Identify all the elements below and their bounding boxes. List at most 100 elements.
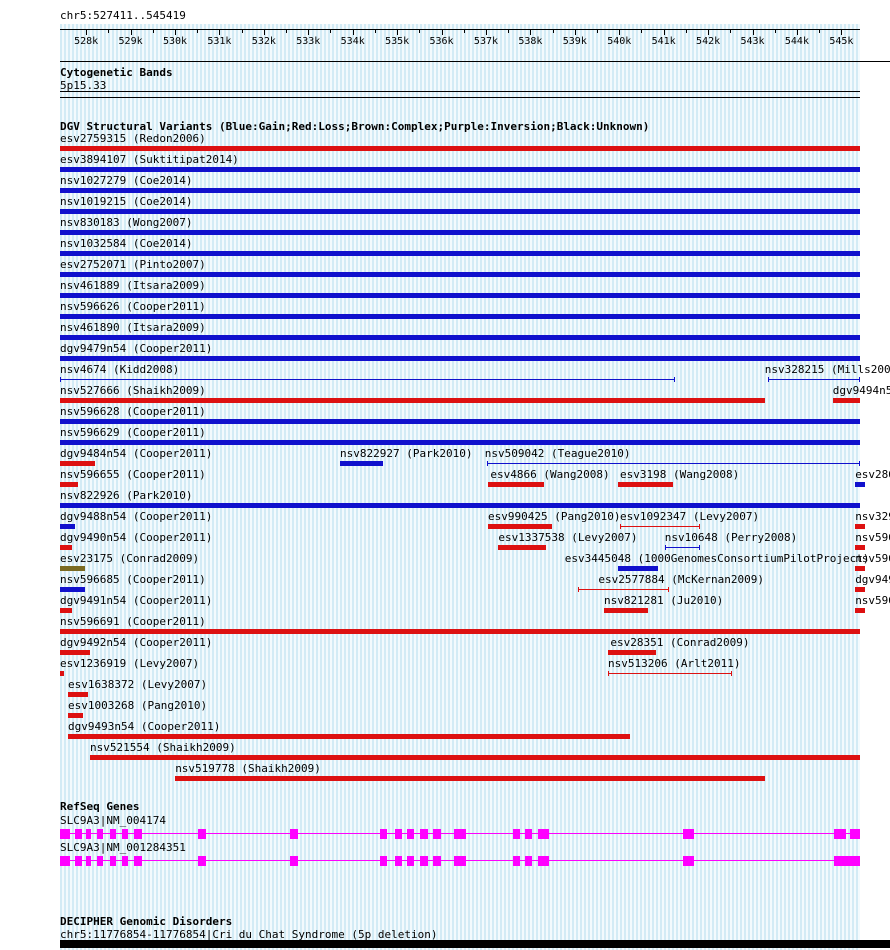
variant-label[interactable]: nsv596 bbox=[855, 552, 890, 565]
exon[interactable] bbox=[134, 856, 142, 866]
variant-label[interactable]: nsv10648 (Perry2008) bbox=[664, 531, 798, 544]
variant-bar[interactable] bbox=[68, 692, 88, 697]
variant-bar[interactable] bbox=[488, 482, 544, 487]
variant-label[interactable]: esv286 bbox=[855, 468, 890, 481]
exon[interactable] bbox=[96, 856, 104, 866]
exon[interactable] bbox=[121, 856, 128, 866]
transcript-glyph[interactable] bbox=[60, 854, 860, 868]
variant-bar[interactable] bbox=[60, 503, 860, 508]
variant-bar[interactable] bbox=[608, 650, 656, 655]
variant-range-glyph[interactable] bbox=[578, 587, 669, 592]
exon[interactable] bbox=[289, 829, 298, 839]
exon[interactable] bbox=[683, 856, 695, 866]
variant-label[interactable]: nsv328215 (Mills2006) bbox=[764, 363, 890, 376]
variant-label[interactable]: nsv527666 (Shaikh2009) bbox=[60, 384, 206, 397]
variant-label[interactable]: dgv9493n54 (Cooper2011) bbox=[68, 720, 221, 733]
exon[interactable] bbox=[96, 829, 104, 839]
variant-label[interactable]: dgv9488n54 (Cooper2011) bbox=[60, 510, 213, 523]
variant-label[interactable]: esv3445048 (1000GenomesConsortiumPilotPr… bbox=[564, 552, 870, 565]
variant-bar[interactable] bbox=[60, 629, 860, 634]
exon[interactable] bbox=[289, 856, 298, 866]
variant-bar[interactable] bbox=[60, 587, 85, 592]
exon[interactable] bbox=[420, 856, 428, 866]
variant-label[interactable]: nsv830183 (Wong2007) bbox=[60, 216, 193, 229]
variant-label[interactable]: nsv596691 (Cooper2011) bbox=[60, 615, 206, 628]
variant-label[interactable]: esv2577884 (McKernan2009) bbox=[598, 573, 764, 586]
variant-label[interactable]: esv2759315 (Redon2006) bbox=[60, 132, 206, 145]
exon[interactable] bbox=[537, 856, 549, 866]
variant-bar[interactable] bbox=[618, 482, 673, 487]
exon[interactable] bbox=[109, 856, 116, 866]
variant-range-glyph[interactable] bbox=[768, 377, 860, 382]
variant-bar[interactable] bbox=[604, 608, 648, 613]
exon[interactable] bbox=[75, 856, 82, 866]
exon[interactable] bbox=[833, 829, 847, 839]
variant-label[interactable]: esv1003268 (Pang2010) bbox=[68, 699, 208, 712]
variant-bar[interactable] bbox=[60, 146, 860, 151]
variant-bar[interactable] bbox=[60, 209, 860, 214]
variant-bar[interactable] bbox=[855, 524, 865, 529]
variant-bar[interactable] bbox=[60, 314, 860, 319]
variant-label[interactable]: dgv9491n54 (Cooper2011) bbox=[60, 594, 213, 607]
variant-label[interactable]: esv1236919 (Levy2007) bbox=[60, 657, 200, 670]
variant-label[interactable]: esv3198 (Wang2008) bbox=[620, 468, 740, 481]
exon[interactable] bbox=[407, 856, 415, 866]
variant-range-glyph[interactable] bbox=[664, 545, 700, 550]
exon[interactable] bbox=[407, 829, 415, 839]
variant-bar[interactable] bbox=[60, 608, 72, 613]
variant-label[interactable]: esv4866 (Wang2008) bbox=[490, 468, 610, 481]
variant-label[interactable]: dgv949 bbox=[855, 573, 890, 586]
exon[interactable] bbox=[85, 856, 92, 866]
variant-label[interactable]: dgv9490n54 (Cooper2011) bbox=[60, 531, 213, 544]
variant-label[interactable]: dgv9492n54 (Cooper2011) bbox=[60, 636, 213, 649]
variant-label[interactable]: nsv521554 (Shaikh2009) bbox=[90, 741, 236, 754]
exon[interactable] bbox=[420, 829, 428, 839]
variant-label[interactable]: esv1337538 (Levy2007) bbox=[498, 531, 638, 544]
variant-label[interactable]: nsv821281 (Ju2010) bbox=[604, 594, 724, 607]
variant-bar[interactable] bbox=[60, 461, 96, 466]
cytoband-glyph[interactable] bbox=[60, 91, 860, 98]
variant-bar[interactable] bbox=[855, 482, 865, 487]
variant-bar[interactable] bbox=[618, 566, 659, 571]
variant-bar[interactable] bbox=[498, 545, 546, 550]
exon[interactable] bbox=[453, 856, 467, 866]
variant-bar[interactable] bbox=[60, 566, 85, 571]
variant-label[interactable]: nsv822926 (Park2010) bbox=[60, 489, 193, 502]
variant-label[interactable]: dgv9494n5 bbox=[832, 384, 890, 397]
variant-bar[interactable] bbox=[60, 524, 76, 529]
transcript-glyph[interactable] bbox=[60, 827, 860, 841]
variant-label[interactable]: esv28351 (Conrad2009) bbox=[610, 636, 750, 649]
exon[interactable] bbox=[134, 829, 142, 839]
variant-bar[interactable] bbox=[60, 335, 860, 340]
variant-label[interactable]: dgv9484n54 (Cooper2011) bbox=[60, 447, 213, 460]
variant-range-glyph[interactable] bbox=[608, 671, 732, 676]
variant-bar[interactable] bbox=[60, 356, 860, 361]
variant-bar[interactable] bbox=[90, 755, 860, 760]
variant-label[interactable]: esv990425 (Pang2010) bbox=[488, 510, 621, 523]
exon[interactable] bbox=[380, 829, 388, 839]
exon[interactable] bbox=[395, 856, 403, 866]
variant-bar[interactable] bbox=[855, 608, 865, 613]
exon[interactable] bbox=[121, 829, 128, 839]
variant-bar[interactable] bbox=[488, 524, 552, 529]
variant-label[interactable]: esv1092347 (Levy2007) bbox=[620, 510, 760, 523]
variant-bar[interactable] bbox=[60, 482, 78, 487]
variant-bar[interactable] bbox=[60, 167, 860, 172]
variant-label[interactable]: nsv519778 (Shaikh2009) bbox=[175, 762, 321, 775]
variant-bar[interactable] bbox=[855, 545, 865, 550]
exon[interactable] bbox=[197, 856, 207, 866]
exon[interactable] bbox=[512, 829, 520, 839]
variant-label[interactable]: nsv596626 (Cooper2011) bbox=[60, 300, 206, 313]
variant-label[interactable]: nsv596685 (Cooper2011) bbox=[60, 573, 206, 586]
exon[interactable] bbox=[833, 856, 860, 866]
decipher-region-bar[interactable] bbox=[60, 940, 890, 948]
variant-bar[interactable] bbox=[60, 188, 860, 193]
exon[interactable] bbox=[380, 856, 388, 866]
exon[interactable] bbox=[432, 856, 441, 866]
variant-label[interactable]: nsv4674 (Kidd2008) bbox=[60, 363, 180, 376]
exon[interactable] bbox=[512, 856, 520, 866]
variant-bar[interactable] bbox=[68, 734, 631, 739]
variant-range-glyph[interactable] bbox=[60, 377, 676, 382]
variant-bar[interactable] bbox=[855, 587, 865, 592]
variant-bar[interactable] bbox=[60, 671, 64, 676]
